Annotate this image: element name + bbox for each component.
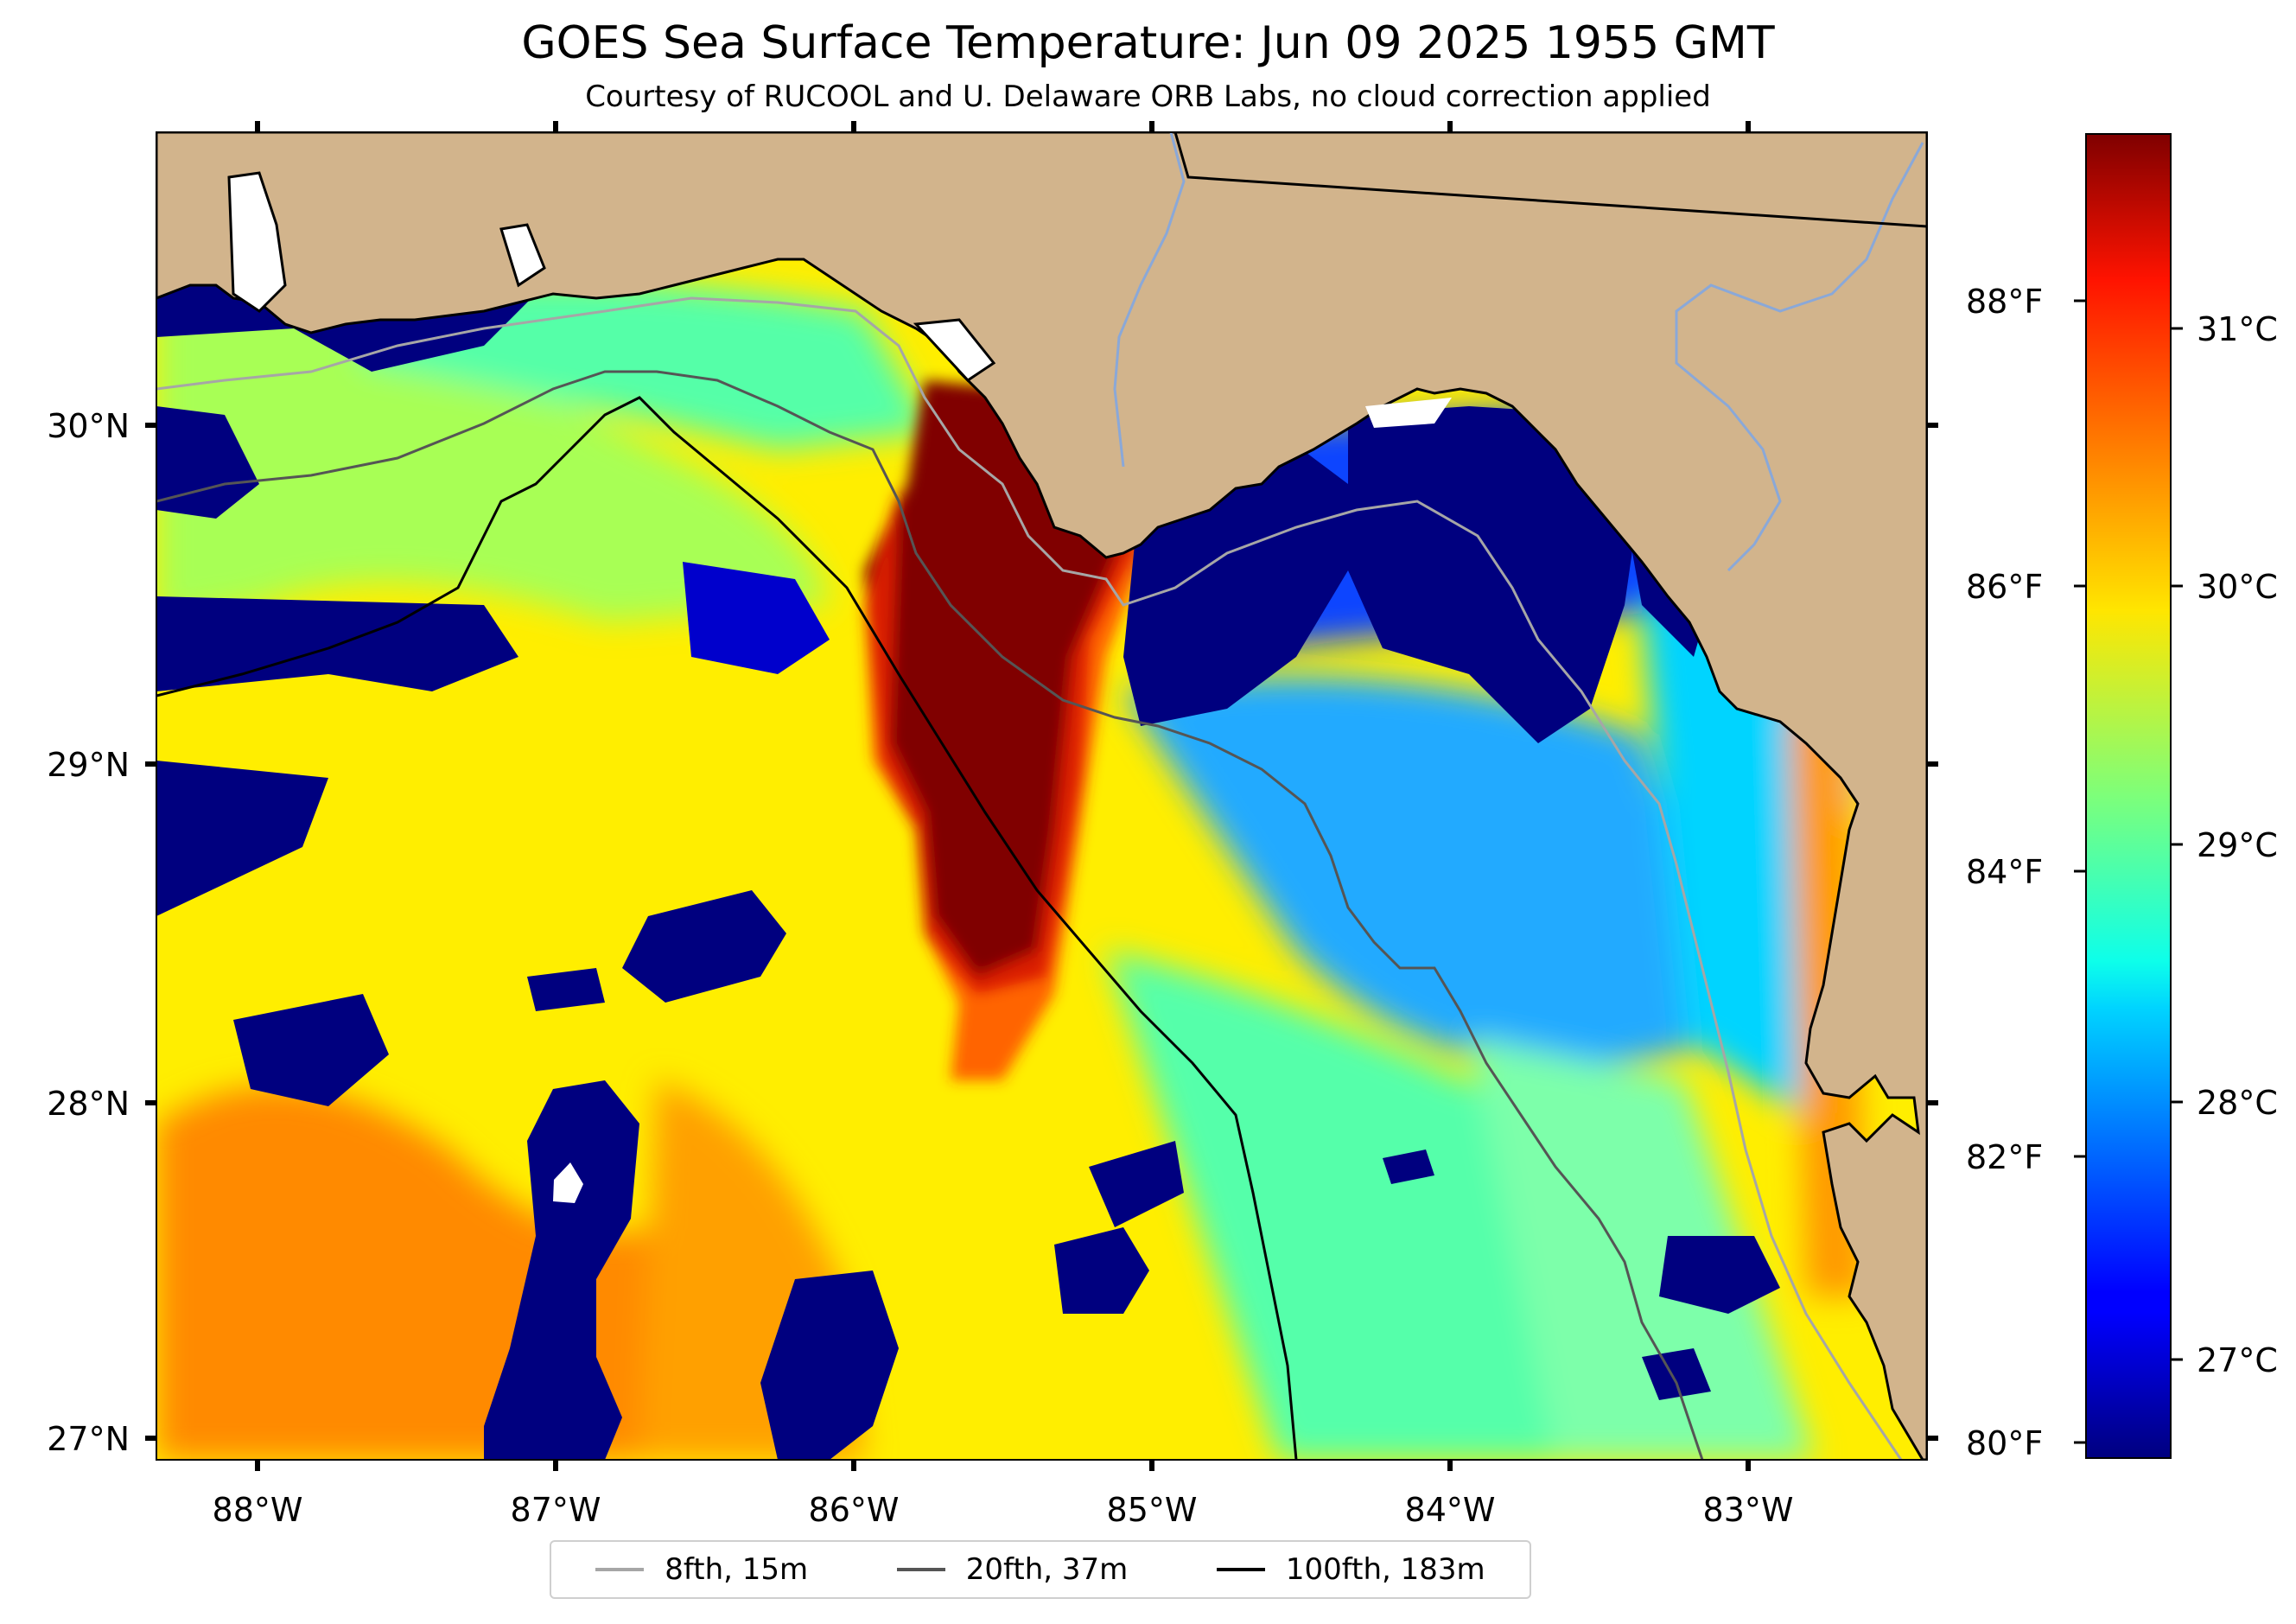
map-title: GOES Sea Surface Temperature: Jun 09 202… [521, 17, 1775, 69]
legend-line-100fth [1216, 1568, 1265, 1571]
lon-label-88w: 88°W [213, 1491, 303, 1529]
lat-label-30n: 30°N [47, 407, 130, 445]
river-suwannee [1675, 142, 1924, 572]
f-label-86: 86°F [1966, 568, 2043, 606]
river-apalachicola [1113, 132, 1186, 468]
state-boundary [1173, 132, 1927, 228]
lon-label-86w: 86°W [809, 1491, 900, 1529]
c-label-27: 27°C [2197, 1341, 2278, 1379]
f-label-88: 88°F [1966, 283, 2043, 321]
c-label-29: 29°C [2197, 826, 2278, 864]
f-label-80: 80°F [1966, 1424, 2043, 1462]
legend-line-20fth [896, 1568, 945, 1571]
legend-label-20fth: 20fth, 37m [965, 1552, 1129, 1587]
c-label-31: 31°C [2197, 310, 2278, 348]
isobath-100fth [156, 396, 1298, 1460]
legend-item-8fth: 8fth, 15m [595, 1552, 808, 1587]
isobath-20fth [156, 370, 1704, 1460]
map-area [156, 132, 1927, 1460]
legend-item-20fth: 20fth, 37m [896, 1552, 1129, 1587]
lat-label-29n: 29°N [47, 746, 130, 784]
legend-item-100fth: 100fth, 183m [1216, 1552, 1485, 1587]
map-subtitle: Courtesy of RUCOOL and U. Delaware ORB L… [585, 80, 1711, 114]
c-label-30: 30°C [2197, 568, 2278, 606]
lon-label-84w: 84°W [1405, 1491, 1496, 1529]
land-mass [156, 132, 1927, 1460]
f-label-82: 82°F [1966, 1138, 2043, 1176]
isobath-8fth [156, 296, 1903, 1460]
latitude-ticks [145, 423, 1938, 1441]
legend-label-100fth: 100fth, 183m [1285, 1552, 1485, 1587]
lon-label-85w: 85°W [1107, 1491, 1198, 1529]
lon-label-87w: 87°W [511, 1491, 601, 1529]
longitude-ticks [255, 121, 1751, 1471]
legend-line-8fth [595, 1568, 645, 1571]
map-frame [156, 131, 1928, 1461]
lat-label-28n: 28°N [47, 1085, 130, 1123]
lat-label-27n: 27°N [47, 1420, 130, 1458]
f-label-84: 84°F [1966, 853, 2043, 891]
c-label-28: 28°C [2197, 1084, 2278, 1122]
colorbar [2085, 133, 2172, 1459]
lon-label-83w: 83°W [1703, 1491, 1794, 1529]
isobath-legend: 8fth, 15m 20fth, 37m 100fth, 183m [550, 1540, 1531, 1599]
legend-label-8fth: 8fth, 15m [665, 1552, 809, 1587]
colorbar-ticks [2074, 299, 2183, 1444]
